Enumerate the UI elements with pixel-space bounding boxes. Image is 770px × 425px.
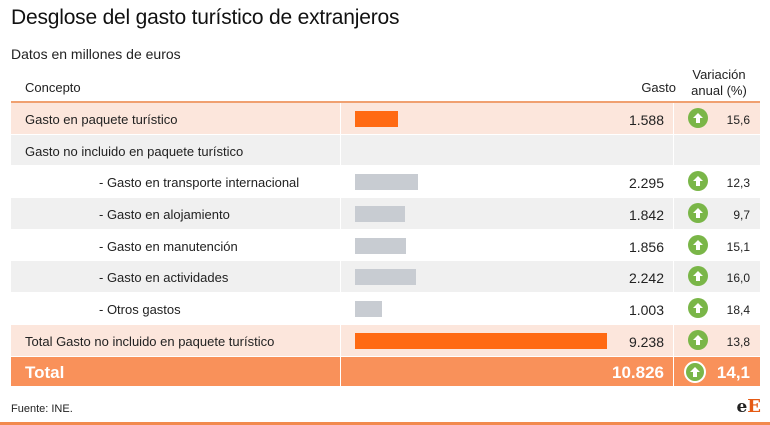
row-concepto: - Gasto en actividades (99, 270, 229, 286)
total-row: Total 10.826 14,1 (11, 356, 760, 387)
brand-logo: eE (736, 396, 761, 417)
header-variacion: Variación anual (%) (691, 67, 747, 98)
table-body: Gasto en paquete turístico 1.588 15,6 Gasto… (11, 103, 760, 357)
source-note: Fuente: INE. (11, 403, 73, 415)
variation-cell (674, 135, 760, 166)
row-gasto: 2.242 (628, 270, 664, 287)
row-variacion: 12,3 (726, 176, 750, 191)
chart-title: Desglose del gasto turístico de extranje… (11, 6, 400, 29)
variation-cell: 12,3 (674, 166, 760, 197)
arrow-up-circle-icon (688, 234, 708, 255)
table-row: - Gasto en manutención 1.856 15,1 (11, 229, 760, 262)
row-concepto: - Gasto en manutención (99, 238, 238, 254)
bar (355, 111, 398, 127)
table-row: - Gasto en transporte internacional 2.295… (11, 166, 760, 199)
row-concepto: - Otros gastos (99, 302, 181, 318)
arrow-up-circle-icon (688, 266, 708, 287)
variation-cell: 15,1 (674, 230, 760, 261)
row-variacion: 13,8 (726, 334, 750, 349)
row-concepto: Gasto en paquete turístico (25, 112, 178, 127)
chart-subtitle: Datos en millones de euros (11, 46, 181, 62)
row-variacion: 18,4 (726, 303, 750, 318)
bottom-accent-line (0, 422, 770, 425)
row-gasto: 1.856 (628, 238, 664, 255)
row-gasto: 1.842 (628, 207, 664, 224)
bar-cell (340, 103, 674, 134)
bar-cell (340, 198, 674, 229)
row-concepto: - Gasto en alojamiento (99, 207, 230, 223)
bar (355, 206, 405, 223)
table-row: Gasto en paquete turístico 1.588 15,6 (11, 103, 760, 135)
row-variacion: 16,0 (726, 271, 750, 286)
bar (355, 174, 418, 191)
row-gasto: 1.003 (628, 302, 664, 319)
bar-cell (340, 261, 674, 293)
expense-table: Concepto Gasto Variación anual (%) Gasto… (11, 66, 760, 387)
arrow-up-circle-icon (688, 298, 708, 319)
variation-cell: 13,8 (674, 325, 760, 356)
bar (355, 301, 382, 318)
arrow-up-circle-icon (688, 203, 708, 224)
row-variacion: 15,1 (726, 239, 750, 254)
table-row: Gasto no incluido en paquete turístico (11, 134, 760, 167)
table-row: Total Gasto no incluido en paquete turís… (11, 324, 760, 357)
bar-cell (340, 134, 674, 166)
total-bar-cell (340, 356, 674, 386)
table-header: Concepto Gasto Variación anual (%) (11, 66, 760, 103)
row-concepto: Total Gasto no incluido en paquete turís… (25, 333, 275, 349)
arrow-up-circle-icon (688, 329, 708, 350)
variation-cell: 9,7 (674, 198, 760, 229)
table-row: - Gasto en actividades 2.242 16,0 (11, 261, 760, 294)
variation-cell: 18,4 (674, 293, 760, 324)
row-concepto: Gasto no incluido en paquete turístico (25, 143, 244, 159)
row-gasto: 2.295 (628, 175, 664, 192)
row-gasto: 1.588 (628, 112, 664, 128)
bar-cell (340, 229, 674, 261)
row-variacion: 9,7 (733, 208, 750, 223)
bar (355, 332, 607, 349)
table-row: - Otros gastos 1.003 18,4 (11, 293, 760, 325)
row-gasto: 9.238 (628, 333, 664, 350)
arrow-up-circle-icon (688, 108, 708, 128)
total-label: Total (25, 362, 65, 382)
bar-cell (340, 293, 674, 324)
arrow-up-circle-icon (688, 171, 708, 192)
variation-cell: 16,0 (674, 261, 760, 292)
variation-cell: 15,6 (674, 103, 760, 134)
header-concepto: Concepto (25, 80, 81, 95)
total-variation-cell: 14,1 (674, 357, 760, 386)
row-variacion: 15,6 (726, 113, 750, 127)
total-variation: 14,1 (716, 362, 750, 382)
arrow-up-circle-icon (684, 360, 706, 383)
bar-cell (340, 324, 674, 356)
row-concepto: - Gasto en transporte internacional (99, 175, 300, 191)
bar (355, 237, 406, 254)
bar-cell (340, 166, 674, 198)
bar (355, 269, 416, 286)
header-gasto: Gasto (641, 80, 676, 95)
table-row: - Gasto en alojamiento 1.842 9,7 (11, 198, 760, 230)
total-value: 10.826 (612, 362, 664, 382)
